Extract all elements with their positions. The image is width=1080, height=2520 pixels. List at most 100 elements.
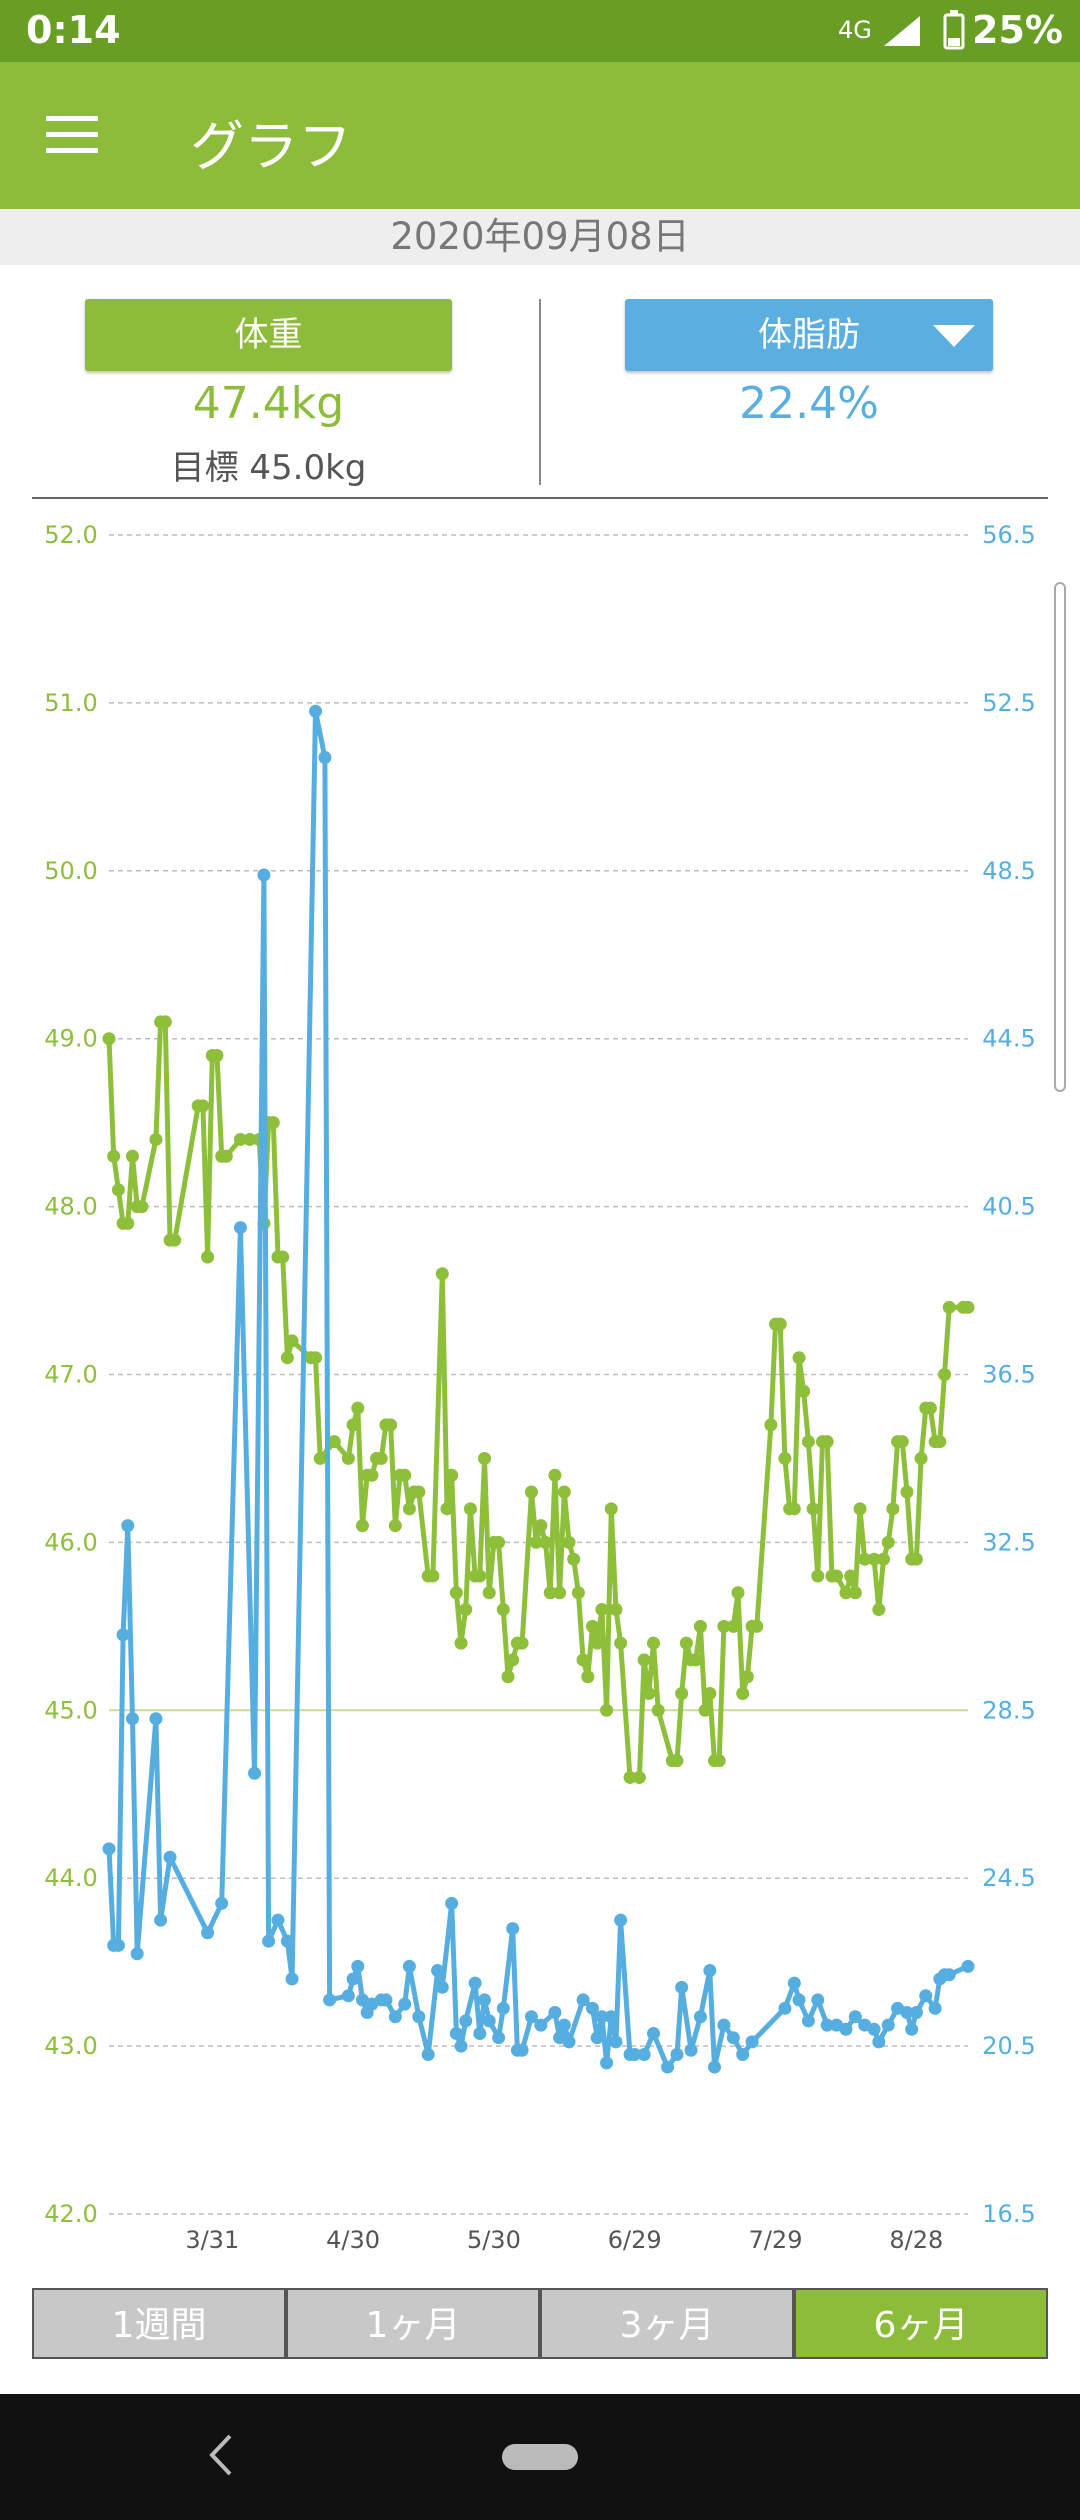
data-point [539, 1535, 553, 1549]
data-point [675, 1687, 689, 1701]
data-point [647, 2027, 661, 2041]
data-point [149, 1712, 163, 1726]
data-point [717, 2018, 731, 2032]
data-point [853, 1502, 867, 1516]
data-point [909, 1552, 923, 1566]
data-point [792, 1351, 806, 1365]
y-tick-label: 52.0 [44, 521, 97, 549]
data-point [923, 1401, 937, 1415]
weight-button[interactable]: 体重 [85, 299, 452, 371]
data-point [609, 2035, 623, 2049]
y-tick-label: 48.0 [44, 1193, 97, 1221]
data-point [881, 2018, 895, 2032]
data-point [346, 1972, 360, 1986]
data-point [877, 1552, 891, 1566]
data-point [130, 1947, 144, 1961]
data-point [168, 1233, 182, 1247]
data-point [374, 1451, 388, 1465]
data-point [787, 1976, 801, 1990]
data-point [628, 2047, 642, 2061]
scrollbar [1054, 582, 1066, 1092]
data-point [647, 1636, 661, 1650]
data-point [590, 2031, 604, 2045]
range-tab[interactable]: 3ヶ月 [540, 2288, 794, 2359]
data-point [219, 1149, 233, 1163]
data-point [435, 1267, 449, 1281]
fat-button[interactable]: 体脂肪 [625, 299, 993, 371]
data-point [482, 1586, 496, 1600]
range-tab[interactable]: 1ヶ月 [286, 2288, 540, 2359]
data-point [604, 1502, 618, 1516]
data-point [806, 1502, 820, 1516]
range-tab[interactable]: 6ヶ月 [794, 2288, 1048, 2359]
y-tick-label: 51.0 [44, 689, 97, 717]
data-point [135, 1200, 149, 1214]
data-point [736, 2047, 750, 2061]
data-point [445, 1468, 459, 1482]
data-point [928, 2001, 942, 2015]
data-point [557, 2018, 571, 2032]
chart: 42.0 43.0 44.0 45.0 46.0 47.0 48.0 49.0 50.0 51.0… [44, 521, 1035, 2254]
data-point [797, 1384, 811, 1398]
back-button[interactable] [206, 2432, 236, 2478]
data-point [637, 2047, 651, 2061]
data-point [609, 1603, 623, 1617]
data-point [881, 1535, 895, 1549]
data-point [496, 2001, 510, 2015]
data-point [811, 1993, 825, 2007]
data-point [271, 1913, 285, 1927]
data-point [121, 1519, 135, 1533]
data-point [614, 1636, 628, 1650]
data-point [351, 1959, 365, 1973]
app-title: グラフ [190, 115, 352, 178]
data-point [215, 1896, 229, 1910]
y2-tick-label: 16.5 [982, 2200, 1035, 2228]
data-point [412, 2010, 426, 2024]
data-point [651, 1703, 665, 1717]
data-point [623, 1770, 637, 1784]
data-point [844, 1569, 858, 1583]
data-point [478, 1993, 492, 2007]
data-point [154, 1913, 168, 1927]
menu-button[interactable] [46, 114, 100, 154]
home-button[interactable] [502, 2444, 578, 2470]
data-point [820, 2018, 834, 2032]
data-point [158, 1015, 172, 1029]
data-point [942, 1300, 956, 1314]
data-point [745, 2035, 759, 2049]
data-point [102, 1032, 116, 1046]
data-point [163, 1850, 177, 1864]
data-point [703, 1687, 717, 1701]
data-point [914, 1451, 928, 1465]
data-point [388, 2010, 402, 2024]
data-point [858, 1552, 872, 1566]
app-bar: グラフ [0, 62, 1080, 209]
data-point [675, 1980, 689, 1994]
data-point [731, 1586, 745, 1600]
data-point [445, 1896, 459, 1910]
data-point [379, 1993, 393, 2007]
dropdown-arrow [933, 325, 975, 347]
range-tab[interactable]: 1週間 [32, 2288, 286, 2359]
data-point [421, 2047, 435, 2061]
data-point [384, 1418, 398, 1432]
data-point [468, 1976, 482, 1990]
data-point [201, 1926, 215, 1940]
x-tick-label: 6/29 [608, 2226, 662, 2254]
data-point [233, 1221, 247, 1235]
data-point [125, 1149, 139, 1163]
data-point [280, 1934, 294, 1948]
data-point [201, 1250, 215, 1264]
data-point [355, 1519, 369, 1533]
data-point [848, 2010, 862, 2024]
data-point [248, 1766, 262, 1780]
data-point [431, 1964, 445, 1978]
data-point [867, 1552, 881, 1566]
data-point [515, 1636, 529, 1650]
fat-value: 22.4% [739, 378, 879, 429]
data-point [529, 1535, 543, 1549]
data-point [839, 1586, 853, 1600]
data-point [867, 2022, 881, 2036]
y-tick-label: 47.0 [44, 1361, 97, 1389]
